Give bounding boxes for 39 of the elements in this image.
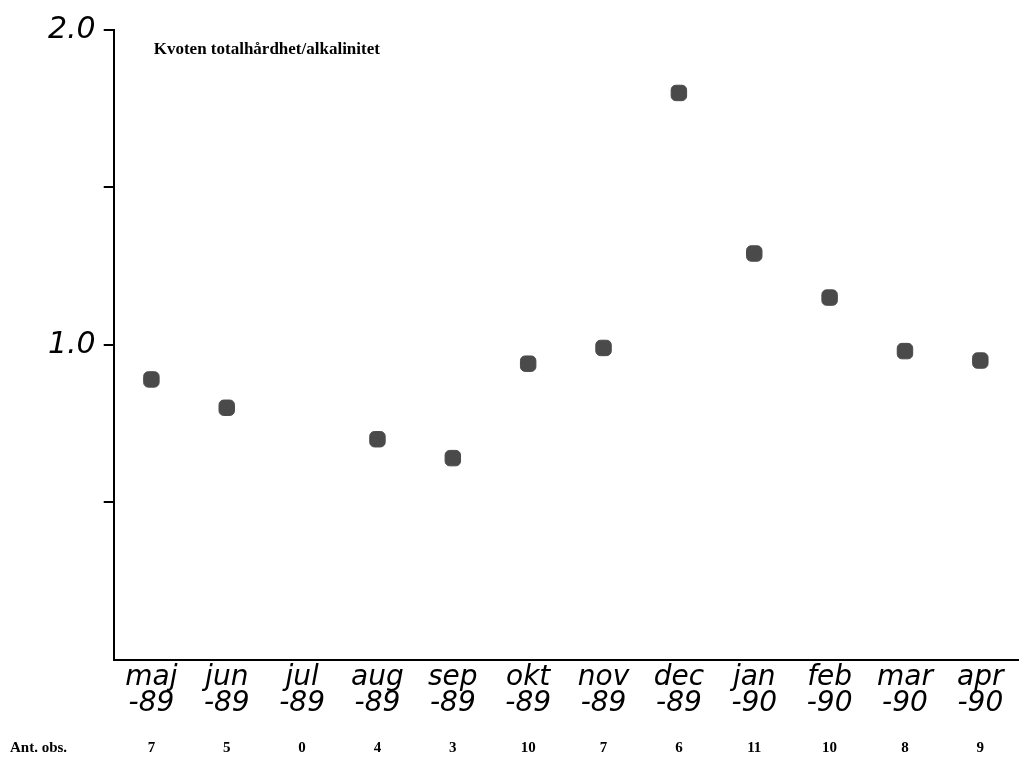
text: 9 (976, 738, 985, 755)
point (821, 289, 838, 306)
x-tick-label: sep -89 (428, 659, 478, 718)
text: 10 (520, 738, 536, 755)
point (972, 352, 989, 369)
x-tick-label: dec -89 (653, 659, 705, 718)
x-tick-label: feb -90 (806, 659, 853, 718)
x-tick-label: nov -89 (577, 659, 630, 718)
x-tick-label: maj -89 (125, 659, 178, 718)
point (746, 245, 763, 262)
point (369, 431, 386, 448)
point (218, 399, 235, 416)
x-tick-label: mar -90 (876, 659, 935, 718)
x-tick-label: okt -89 (505, 659, 552, 718)
point (143, 371, 160, 388)
point (670, 84, 688, 102)
x-tick-label: jun -89 (201, 659, 250, 718)
point (595, 339, 612, 357)
text: 11 (747, 738, 762, 755)
x-tick-label: aug -89 (351, 659, 404, 718)
point (444, 449, 462, 467)
text: Ant. obs. (10, 738, 68, 755)
text: 7 (599, 738, 608, 755)
y-tick-label: 2.0 (47, 9, 96, 45)
text: 10 (822, 738, 838, 755)
text: 3 (449, 738, 457, 755)
x-tick-label: apr -90 (957, 659, 1006, 718)
x-tick-label: jul -89 (279, 659, 325, 718)
text: 7 (147, 738, 156, 755)
text: 5 (223, 738, 231, 755)
y-tick-label: 1.0 (47, 324, 96, 360)
text: 0 (298, 738, 306, 755)
point (519, 355, 537, 372)
y-axis-title: Kvoten totalhårdhet/alkalinitet (153, 39, 381, 59)
text: 4 (373, 738, 382, 755)
text: 8 (901, 738, 909, 755)
x-tick-label: jan -90 (728, 659, 778, 718)
point (896, 342, 914, 360)
text: 6 (675, 738, 684, 755)
